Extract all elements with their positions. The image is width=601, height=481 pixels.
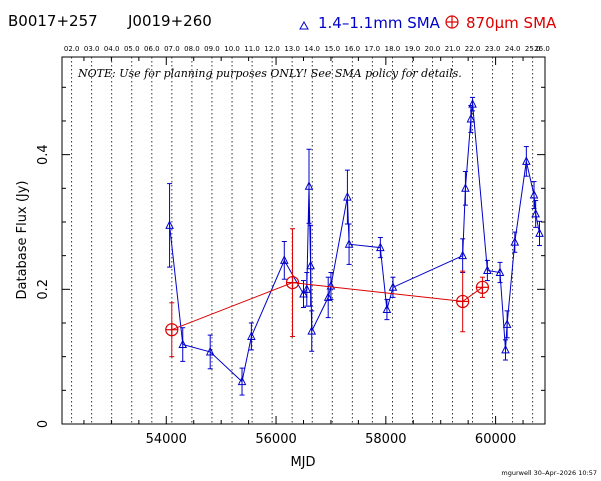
top-axis-label: 26.0	[534, 45, 550, 53]
top-axis-label: 13.0	[284, 45, 300, 53]
top-axis-label: 21.0	[445, 45, 461, 53]
triangle-marker	[466, 113, 476, 123]
source-name: B0017+257	[8, 12, 98, 30]
triangle-marker	[388, 282, 398, 291]
triangle-marker	[247, 331, 256, 340]
triangle-marker	[510, 237, 520, 246]
circle-cross-marker	[285, 275, 300, 290]
legend-red-label: 870µm SMA	[466, 14, 557, 32]
top-axis-year-labels: 02.0 03.0 04.0 05.0 06.0 07.0 08.0 09.0 10.0 11.0…	[64, 45, 550, 53]
triangle-marker	[458, 250, 467, 260]
x-tick-label: 58000	[365, 432, 406, 447]
triangle-marker	[531, 208, 540, 218]
x-axis-title: MJD	[290, 455, 315, 470]
x-tick-label: 60000	[475, 432, 516, 447]
y-axis: 0 0.2 0.4	[36, 86, 545, 428]
top-axis-label: 06.0	[144, 45, 160, 53]
triangle-marker	[343, 191, 352, 201]
circle-cross-marker	[165, 323, 179, 337]
legend-blue-label: 1.4–1.1mm SMA	[318, 14, 441, 32]
x-tick-label: 54000	[146, 432, 187, 447]
triangle-marker	[522, 156, 531, 165]
top-axis-label: 08.0	[184, 45, 200, 53]
triangle-marker	[468, 99, 477, 108]
triangle-marker	[178, 339, 188, 349]
triangle-marker	[502, 319, 512, 328]
top-axis-label: 05.0	[124, 45, 140, 53]
series-circle-cross	[165, 228, 490, 358]
legend-circle-cross-icon	[445, 15, 459, 29]
top-axis-label: 19.0	[405, 45, 421, 53]
circle-cross-marker	[456, 294, 470, 309]
triangle-marker	[205, 346, 215, 356]
triangle-marker	[535, 228, 544, 237]
top-axis-label: 25.0	[525, 45, 541, 53]
triangle-marker	[307, 325, 317, 335]
triangle-marker	[323, 292, 333, 301]
triangle-marker	[299, 288, 308, 298]
triangle-marker	[529, 189, 539, 199]
x-axis: 54000 56000 58000 60000	[83, 57, 524, 447]
planning-note: NOTE: Use for planning purposes ONLY! Se…	[77, 67, 462, 80]
triangle-marker	[461, 183, 470, 192]
top-axis-label: 22.0	[465, 45, 481, 53]
triangle-marker	[495, 267, 505, 276]
triangle-marker	[501, 344, 510, 354]
series-line	[171, 282, 483, 331]
top-axis-label: 23.0	[485, 45, 501, 53]
top-axis-label: 24.0	[505, 45, 521, 53]
top-axis-label: 03.0	[84, 45, 100, 53]
plot-frame	[61, 56, 546, 425]
y-tick-label: 0.4	[36, 144, 51, 165]
top-axis-label: 18.0	[385, 45, 401, 53]
triangle-marker	[326, 280, 336, 290]
top-axis-label: 11.0	[244, 45, 260, 53]
triangle-marker	[306, 260, 315, 270]
triangle-marker	[302, 284, 312, 293]
top-axis-label: 17.0	[365, 45, 381, 53]
triangle-marker	[304, 181, 314, 190]
data-series	[165, 96, 544, 396]
triangle-marker	[237, 376, 247, 386]
top-axis-label: 14.0	[304, 45, 320, 53]
series-line	[169, 104, 540, 383]
top-axis-label: 07.0	[164, 45, 180, 53]
circle-cross-marker	[475, 280, 490, 294]
triangle-marker	[382, 304, 392, 314]
x-tick-label: 56000	[255, 432, 296, 447]
y-tick-label: 0.2	[36, 279, 51, 300]
top-axis-label: 15.0	[324, 45, 340, 53]
triangle-marker	[344, 239, 354, 248]
series-triangle	[165, 96, 544, 396]
top-axis-label: 16.0	[344, 45, 360, 53]
legend: 1.4–1.1mm SMA 870µm SMA	[299, 14, 557, 32]
legend-triangle-icon	[299, 20, 309, 30]
top-axis-label: 10.0	[224, 45, 240, 53]
triangle-marker	[279, 255, 289, 264]
top-axis-label: 09.0	[204, 45, 220, 53]
top-axis-label: 04.0	[104, 45, 120, 53]
triangle-marker	[165, 220, 174, 229]
triangle-marker	[376, 242, 385, 252]
top-axis-label: 20.0	[425, 45, 441, 53]
alternate-name: J0019+260	[127, 12, 212, 30]
credit-line: mgurwell 30–Apr–2026 10:57	[501, 469, 597, 477]
y-axis-title: Database Flux (Jy)	[15, 181, 30, 300]
triangle-marker	[483, 265, 492, 274]
y-tick-label: 0	[36, 420, 51, 428]
top-axis-label: 12.0	[264, 45, 280, 53]
top-axis-label: 02.0	[64, 45, 80, 53]
